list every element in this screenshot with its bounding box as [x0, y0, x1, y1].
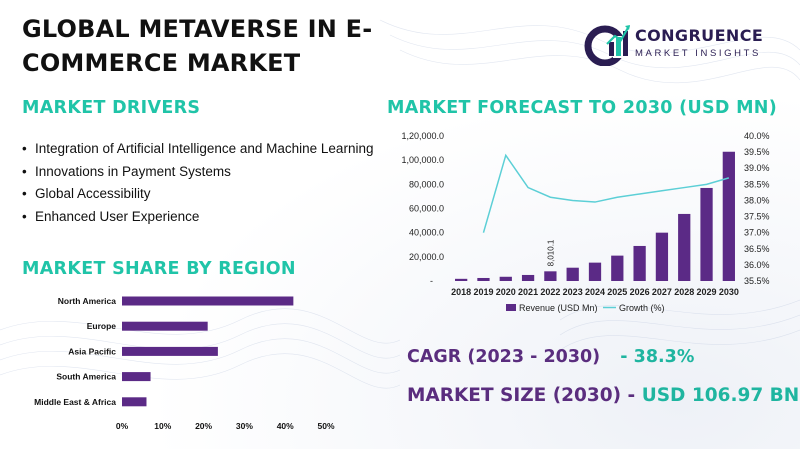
- y-left-tick-label: 40,000.0: [409, 228, 444, 238]
- y-right-tick-label: 40.0%: [744, 131, 770, 141]
- region-bar: [122, 296, 294, 306]
- y-left-tick-label: 1,00,000.0: [401, 155, 444, 165]
- driver-item: Enhanced User Experience: [22, 206, 388, 229]
- brand-logo: CONGRUENCE MARKET INSIGHTS: [583, 22, 783, 66]
- logo-tagline: MARKET INSIGHTS: [635, 48, 761, 59]
- region-bar: [122, 321, 208, 331]
- x-tick-label: 2022: [540, 287, 560, 297]
- x-tick-label: 2021: [518, 287, 538, 297]
- revenue-bar: [499, 276, 512, 281]
- cagr-label: CAGR (2023 - 2030): [407, 347, 601, 367]
- logo-mark-icon: [584, 25, 630, 66]
- forecast-heading: MARKET FORECAST TO 2030 (USD MN): [387, 98, 778, 118]
- x-tick-label: 2023: [563, 287, 583, 297]
- revenue-bar: [544, 271, 557, 281]
- y-left-tick-label: 60,000.0: [409, 204, 444, 214]
- x-tick-label: 2018: [451, 287, 471, 297]
- y-right-tick-label: 38.0%: [744, 195, 770, 205]
- revenue-bar: [722, 151, 735, 281]
- legend-growth-label: Growth (%): [619, 303, 665, 313]
- y-right-tick-label: 39.0%: [744, 163, 770, 173]
- x-tick-label: 2025: [607, 287, 627, 297]
- x-tick-label: 2027: [652, 287, 672, 297]
- market-size-label: MARKET SIZE (2030) -: [407, 385, 636, 406]
- x-tick-label: 2024: [585, 287, 605, 297]
- region-label: South America: [56, 372, 116, 382]
- y-right-tick-label: 39.5%: [744, 147, 770, 157]
- revenue-bar: [455, 278, 468, 281]
- revenue-bar: [588, 262, 602, 281]
- y-right-tick-label: 37.5%: [744, 212, 770, 222]
- x-tick-label: 10%: [154, 421, 171, 431]
- x-tick-label: 2030: [719, 287, 739, 297]
- x-tick-label: 2029: [697, 287, 717, 297]
- region-bar: [122, 372, 151, 382]
- revenue-bar: [477, 277, 490, 281]
- x-tick-label: 40%: [277, 421, 294, 431]
- revenue-bar: [700, 187, 713, 281]
- region-label: Europe: [87, 321, 117, 331]
- region-label: Middle East & Africa: [34, 397, 116, 407]
- cagr-value: - 38.3%: [620, 347, 695, 367]
- region-bar: [122, 397, 147, 407]
- revenue-bar: [678, 213, 691, 281]
- growth-line: [482, 153, 730, 233]
- y-left-tick-label: 80,000.0: [409, 179, 444, 189]
- page-title: GLOBAL METAVERSE IN E-COMMERCE MARKET: [22, 15, 373, 77]
- y-right-tick-label: 36.5%: [744, 244, 770, 254]
- driver-item: Global Accessibility: [22, 183, 388, 206]
- cagr-stat: CAGR (2023 - 2030) - 38.3%: [407, 347, 694, 367]
- x-tick-label: 2020: [496, 287, 516, 297]
- market-size-stat: MARKET SIZE (2030) - USD 106.97 BN: [407, 385, 799, 406]
- x-tick-label: 2026: [630, 287, 650, 297]
- x-tick-label: 30%: [236, 421, 253, 431]
- revenue-bar: [521, 274, 535, 281]
- legend-revenue-label: Revenue (USD Mn): [519, 303, 598, 313]
- revenue-bar: [566, 267, 579, 281]
- driver-item: Innovations in Payment Systems: [22, 161, 388, 184]
- driver-item: Integration of Artificial Intelligence a…: [22, 138, 388, 161]
- y-right-tick-label: 38.5%: [744, 179, 770, 189]
- forecast-chart: - 20,000.0 40,000.0 60,000.0 80,000.0 1,00,00…: [401, 131, 770, 313]
- x-tick-label: 50%: [317, 421, 334, 431]
- x-tick-label: 2028: [674, 287, 694, 297]
- y-right-tick-label: 35.5%: [744, 276, 770, 286]
- region-heading: MARKET SHARE BY REGION: [22, 259, 296, 279]
- revenue-bar: [611, 255, 624, 281]
- drivers-heading: MARKET DRIVERS: [22, 98, 201, 118]
- y-left-tick-label: 20,000.0: [409, 252, 444, 262]
- region-label: North America: [58, 296, 117, 306]
- logo-name: CONGRUENCE: [635, 26, 764, 45]
- market-size-value: USD 106.97 BN: [641, 385, 800, 406]
- data-label: 8,010.1: [546, 239, 555, 266]
- region-bar: [122, 346, 218, 356]
- revenue-bar: [655, 232, 669, 281]
- y-right-tick-label: 36.0%: [744, 260, 770, 270]
- revenue-bar: [633, 245, 646, 281]
- y-left-tick-label: 1,20,000.0: [401, 131, 444, 141]
- region-label: Asia Pacific: [68, 346, 116, 356]
- x-tick-label: 0%: [116, 421, 129, 431]
- region-chart: North America Europe Asia Pacific South Ame…: [34, 296, 335, 431]
- legend-revenue-swatch: [506, 304, 516, 311]
- y-right-tick-label: 37.0%: [744, 228, 770, 238]
- y-left-tick-label: -: [430, 276, 433, 286]
- x-tick-label: 2019: [473, 287, 493, 297]
- x-tick-label: 20%: [195, 421, 212, 431]
- drivers-list: Integration of Artificial Intelligence a…: [22, 138, 388, 228]
